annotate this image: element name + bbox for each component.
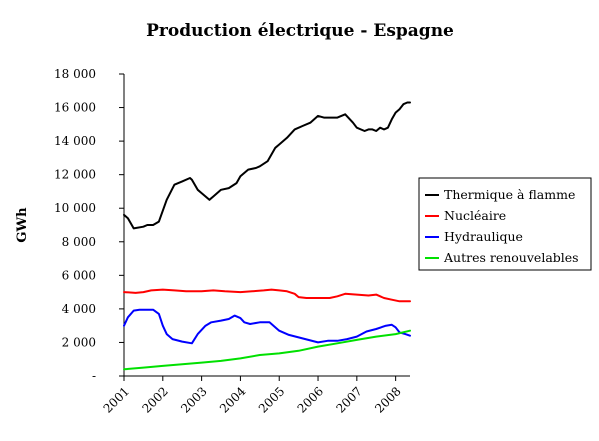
legend-label-autres-renouvelables: Autres renouvelables (443, 250, 579, 265)
legend: Thermique à flamme Nucléaire Hydraulique Au… (418, 177, 592, 271)
legend-label-thermique-a-flamme: Thermique à flamme (444, 187, 575, 202)
series-line-autres-renouvelables (123, 329, 411, 371)
y-tick-label: 14 000 (54, 134, 96, 148)
y-axis-label: GWh (15, 207, 30, 243)
series-line-thermique-a-flamme (123, 101, 411, 230)
y-tick-label: 8 000 (62, 235, 96, 249)
y-tick-label: 2 000 (62, 335, 96, 349)
x-tick-label: 2006 (295, 384, 326, 415)
y-tick-label: - (92, 369, 96, 383)
y-tick-label: 10 000 (54, 201, 96, 215)
y-tick-label: 18 000 (54, 67, 96, 81)
series-lines (123, 101, 411, 371)
x-tick-label: 2007 (333, 384, 364, 415)
x-tick-label: 2005 (256, 384, 287, 415)
axes: - 2 000 4 000 6 000 8 000 10 000 12 000 14 000 1… (54, 67, 410, 416)
legend-box (418, 177, 592, 271)
chart-title: Production électrique - Espagne (146, 21, 454, 41)
series-line-hydraulique (123, 308, 411, 345)
x-tick-label: 2004 (217, 384, 249, 416)
legend-label-nucleaire: Nucléaire (444, 208, 506, 223)
x-tick-label: 2008 (372, 384, 403, 415)
x-tick-label: 2001 (101, 384, 132, 415)
y-tick-label: 12 000 (54, 168, 96, 182)
series-line-nucleaire (123, 288, 411, 303)
y-tick-label: 4 000 (62, 302, 96, 316)
y-tick-label: 16 000 (54, 101, 96, 115)
x-tick-label: 2003 (178, 384, 209, 415)
legend-label-hydraulique: Hydraulique (444, 229, 523, 244)
x-tick-label: 2002 (139, 384, 170, 415)
y-tick-label: 6 000 (62, 268, 96, 282)
